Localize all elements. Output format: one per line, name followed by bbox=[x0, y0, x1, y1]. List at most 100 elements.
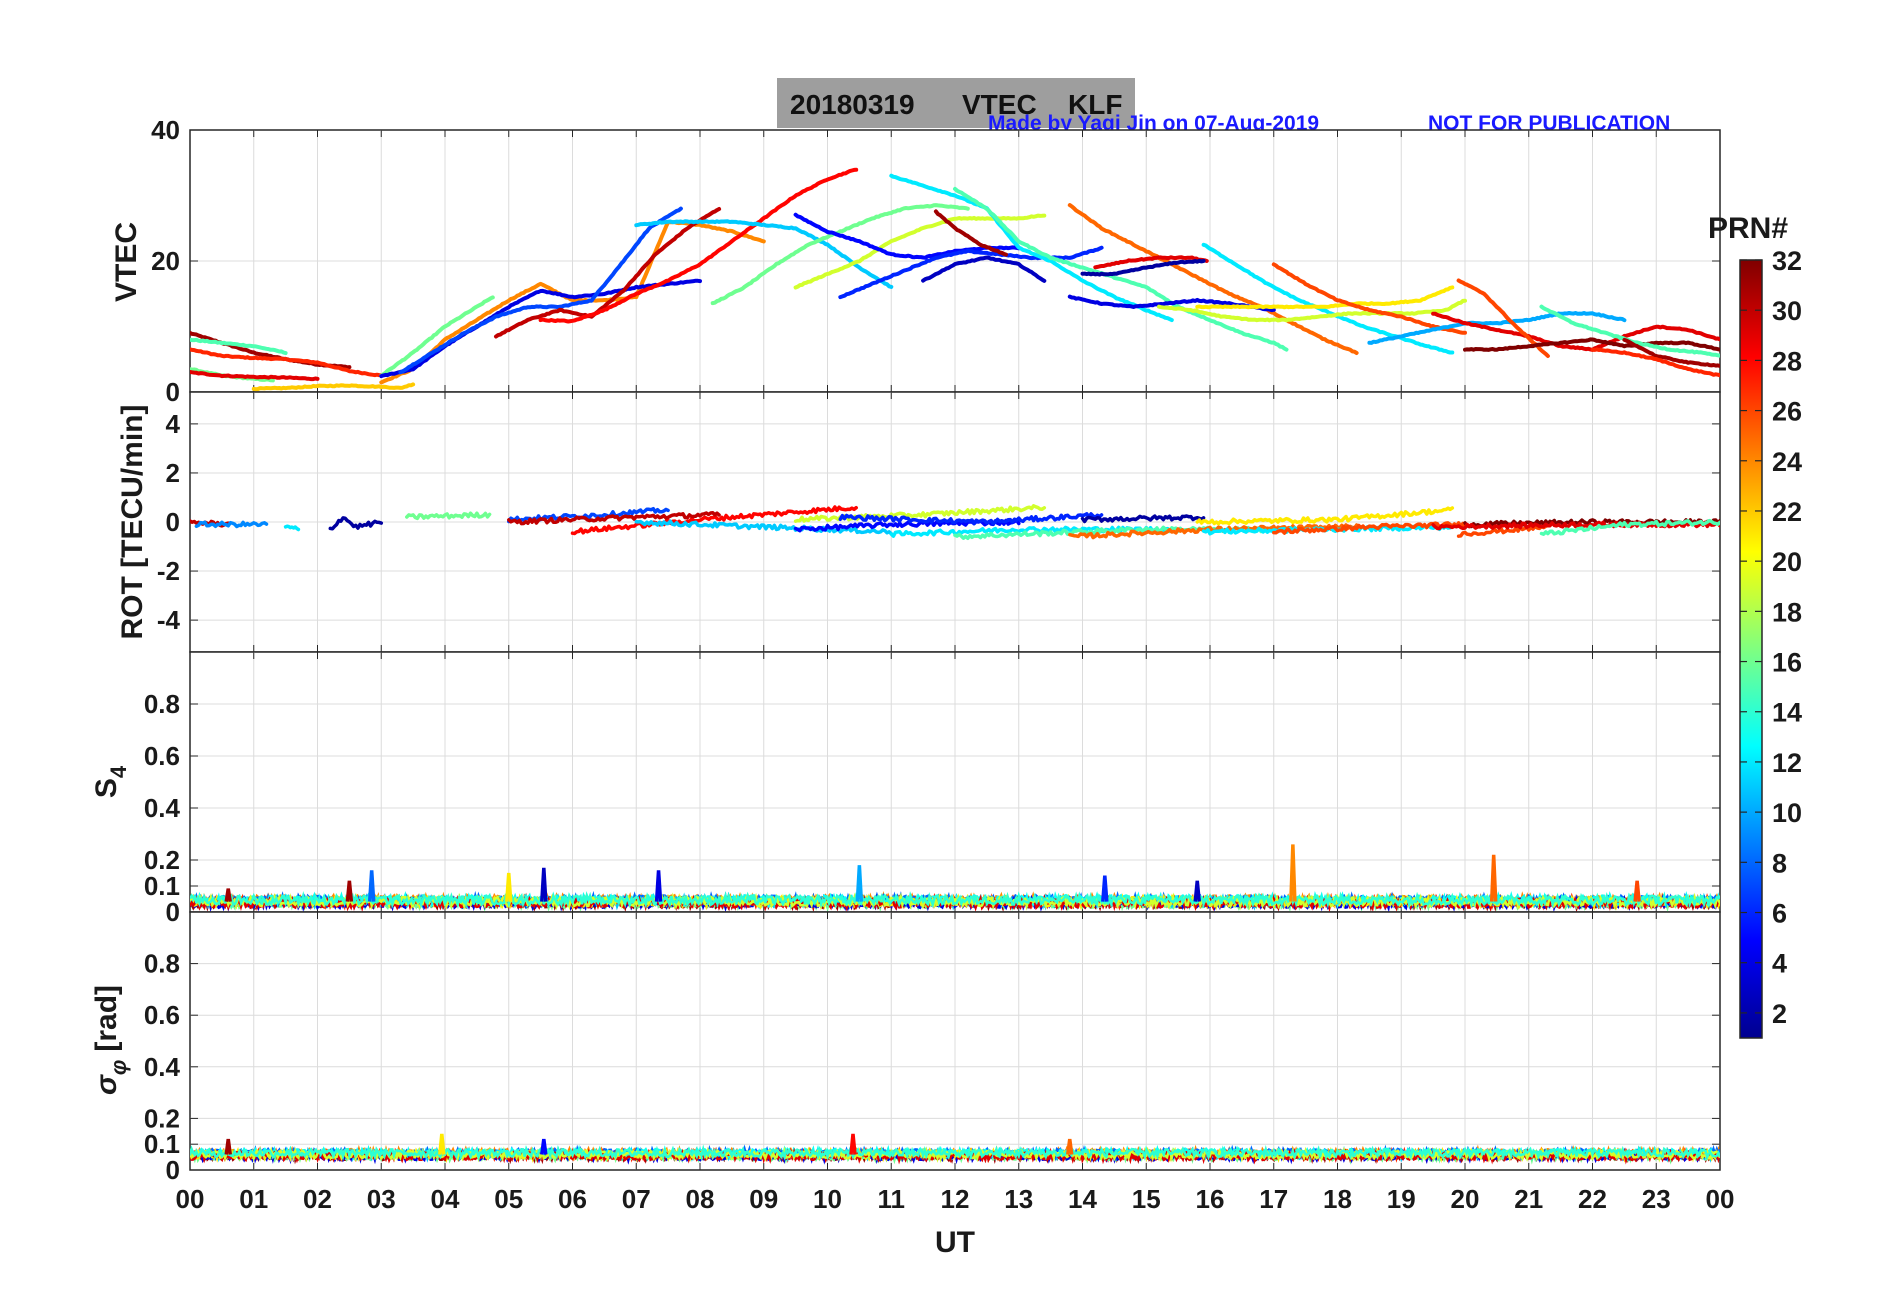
x-tick-label: 06 bbox=[558, 1184, 587, 1214]
s4-ytick-label: 0.6 bbox=[144, 741, 180, 771]
s4-ytick-label: 0.2 bbox=[144, 845, 180, 875]
vtec-trace-prn32 bbox=[1463, 337, 1720, 352]
colorbar-tick-label: 4 bbox=[1772, 949, 1787, 979]
x-tick-label: 08 bbox=[686, 1184, 715, 1214]
s4-y-ticks: 00.10.2 0.4 0.6 0.8 bbox=[144, 689, 181, 927]
colorbar-tick-label: 26 bbox=[1772, 397, 1802, 427]
x-tick-label: 21 bbox=[1514, 1184, 1543, 1214]
sigma-ytick-label: 0.8 bbox=[144, 949, 180, 979]
rot-ytick-label: -4 bbox=[157, 605, 181, 635]
vtec-trace-prn26 bbox=[1456, 278, 1550, 358]
x-tick-label: 09 bbox=[749, 1184, 778, 1214]
colorbar-tick-label: 18 bbox=[1772, 597, 1802, 627]
vtec-trace-prn19 bbox=[1157, 298, 1467, 323]
colorbar-tick-label: 10 bbox=[1772, 798, 1802, 828]
s4-spike-prn10 bbox=[855, 865, 864, 902]
colorbar-tick-label: 6 bbox=[1772, 899, 1787, 929]
vtec-trace-prn12 bbox=[1201, 242, 1455, 355]
sigma-y-ticks: 00.10.2 0.4 0.6 0.8 bbox=[144, 949, 181, 1185]
vtec-traces bbox=[190, 167, 1720, 392]
vtec-trace-prn27 bbox=[1590, 347, 1720, 378]
x-tick-label: 17 bbox=[1259, 1184, 1288, 1214]
x-tick-label: 07 bbox=[622, 1184, 651, 1214]
rot-panel: -4 -2 0 2 4 ROT [TECU/min] bbox=[116, 391, 1721, 653]
s4-trace-prn14 bbox=[190, 891, 1720, 910]
title-date: 20180319 bbox=[790, 89, 915, 120]
vtec-y-ticks: 0 20 40 bbox=[151, 115, 180, 407]
s4-ylabel-main: S bbox=[90, 778, 123, 798]
s4-spike-prn24 bbox=[1289, 844, 1297, 902]
vtec-trace-prn25 bbox=[1067, 203, 1359, 355]
x-tick-label: 03 bbox=[367, 1184, 396, 1214]
vtec-trace-prn6 bbox=[838, 245, 1104, 300]
rot-trace-prn15 bbox=[1539, 518, 1720, 536]
vtec-trace-prn5 bbox=[793, 212, 1021, 260]
rot-trace-prn16 bbox=[405, 511, 492, 521]
s4-spike-prn31 bbox=[345, 880, 354, 902]
vtec-trace-prn21 bbox=[1195, 285, 1455, 310]
rot-ytick-label: 2 bbox=[166, 458, 180, 488]
vtec-trace-prn22 bbox=[251, 382, 416, 392]
sigma-spike-prn28 bbox=[849, 1133, 857, 1155]
vtec-trace-prn16 bbox=[379, 295, 495, 378]
s4-ylabel: S4 bbox=[90, 765, 131, 798]
x-tick-label: 01 bbox=[239, 1184, 268, 1214]
sigma-spike-prn21 bbox=[438, 1133, 446, 1155]
x-tick-label: 11 bbox=[878, 1184, 906, 1214]
title-product: VTEC bbox=[962, 89, 1037, 120]
x-tick-label: 20 bbox=[1451, 1184, 1480, 1214]
sigma-traces bbox=[190, 1133, 1720, 1165]
s4-ytick-label: 0 bbox=[166, 897, 180, 927]
x-tick-label: 10 bbox=[813, 1184, 842, 1214]
sigma-spike-prn5 bbox=[540, 1138, 548, 1155]
rot-trace-prn2 bbox=[328, 516, 384, 531]
x-tick-label: 00 bbox=[1706, 1184, 1735, 1214]
vtec-trace-prn12 bbox=[889, 173, 1174, 323]
sigma-ylabel: σφ [rad] bbox=[90, 985, 131, 1095]
s4-spike-prn8 bbox=[367, 870, 376, 902]
s4-spike-prn21 bbox=[505, 872, 513, 902]
vtec-trace-prn24 bbox=[379, 220, 766, 385]
x-tick-label: 14 bbox=[1068, 1184, 1097, 1214]
rot-ylabel: ROT [TECU/min] bbox=[116, 405, 149, 640]
x-tick-label: 05 bbox=[494, 1184, 523, 1214]
vtec-trace-prn29 bbox=[1431, 311, 1720, 352]
x-tick-label: 18 bbox=[1323, 1184, 1352, 1214]
x-tick-label: 12 bbox=[941, 1184, 970, 1214]
x-tick-label: 04 bbox=[431, 1184, 460, 1214]
vtec-trace-prn10 bbox=[1367, 311, 1627, 345]
sigma-ylabel-unit: [rad] bbox=[90, 985, 123, 1052]
x-tick-label: 15 bbox=[1132, 1184, 1161, 1214]
colorbar-tick-label: 16 bbox=[1772, 648, 1802, 678]
colorbar-gradient bbox=[1739, 259, 1763, 1039]
vtec-trace-prn3 bbox=[921, 255, 1047, 283]
title-station: KLF bbox=[1068, 89, 1122, 120]
s4-spike-prn4 bbox=[654, 870, 663, 902]
rot-y-ticks: -4 -2 0 2 4 bbox=[157, 409, 181, 635]
rot-trace-prn19 bbox=[793, 504, 1047, 523]
colorbar-label: PRN# bbox=[1708, 212, 1788, 245]
s4-spike-prn6 bbox=[1101, 875, 1109, 902]
vtec-grid bbox=[189, 129, 1721, 393]
rot-trace-prn26 bbox=[1456, 523, 1550, 538]
vtec-trace-prn2 bbox=[1080, 258, 1206, 277]
x-tick-label: 23 bbox=[1642, 1184, 1671, 1214]
vtec-trace-prn31 bbox=[933, 209, 1008, 257]
vtec-panel: 0 20 40 VTEC bbox=[110, 115, 1721, 407]
x-tick-label: 19 bbox=[1387, 1184, 1416, 1214]
rot-ytick-label: 0 bbox=[166, 507, 180, 537]
colorbar-tick-label: 12 bbox=[1772, 748, 1802, 778]
vtec-trace-prn15 bbox=[953, 186, 1289, 352]
s4-spike-prn26 bbox=[1633, 880, 1641, 902]
s4-ytick-label: 0.4 bbox=[144, 793, 181, 823]
colorbar-tick-label: 30 bbox=[1772, 296, 1802, 326]
x-tick-label: 22 bbox=[1578, 1184, 1607, 1214]
colorbar-tick-label: 14 bbox=[1772, 698, 1802, 728]
colorbar-tick-label: 24 bbox=[1772, 447, 1802, 477]
rot-trace-prn21 bbox=[1195, 506, 1455, 526]
s4-spike-prn3 bbox=[1193, 880, 1201, 902]
sigma-ytick-label: 0.4 bbox=[144, 1052, 181, 1082]
colorbar-tick-label: 32 bbox=[1772, 246, 1802, 276]
